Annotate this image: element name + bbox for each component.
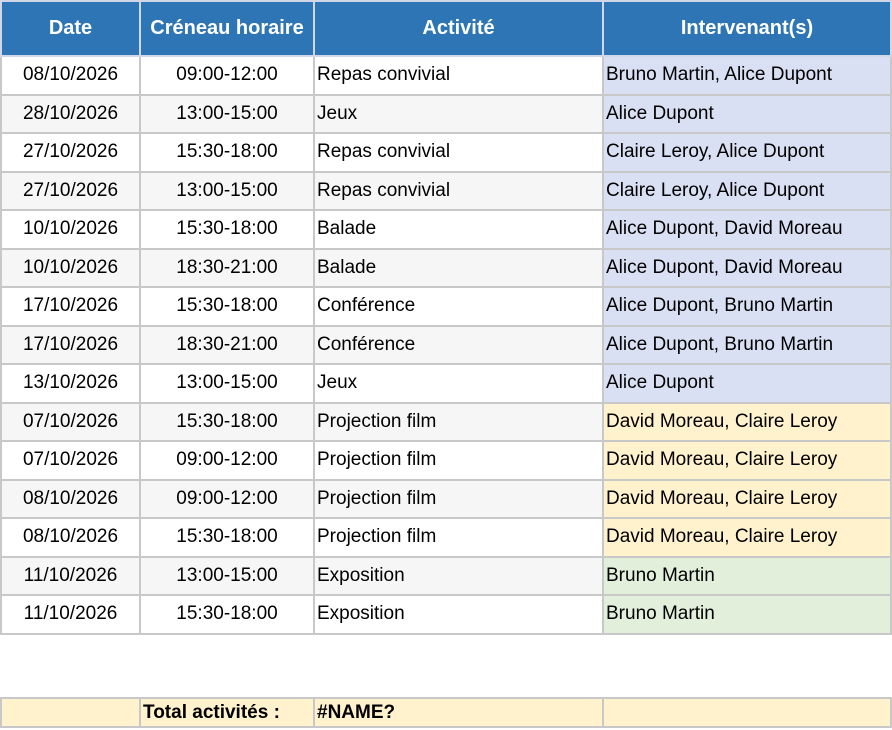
activity-cell[interactable]: Conférence bbox=[313, 286, 604, 327]
slot-cell[interactable]: 18:30-21:00 bbox=[139, 247, 315, 288]
staff-cell[interactable]: Bruno Martin bbox=[602, 594, 892, 635]
slot-cell[interactable]: 15:30-18:00 bbox=[139, 517, 315, 558]
date-cell[interactable]: 08/10/2026 bbox=[0, 478, 141, 519]
table-row: 28/10/2026 13:00-15:00 Jeux Alice Dupont bbox=[0, 93, 892, 134]
staff-cell[interactable]: Alice Dupont, David Moreau bbox=[602, 247, 892, 288]
slot-cell[interactable]: 09:00-12:00 bbox=[139, 478, 315, 519]
table-row: 11/10/2026 13:00-15:00 Exposition Bruno Mar… bbox=[0, 555, 892, 596]
table-row: 08/10/2026 15:30-18:00 Projection film Davi… bbox=[0, 517, 892, 558]
slot-cell[interactable]: 13:00-15:00 bbox=[139, 555, 315, 596]
date-cell[interactable]: 11/10/2026 bbox=[0, 555, 141, 596]
slot-cell[interactable]: 15:30-18:00 bbox=[139, 286, 315, 327]
activity-cell[interactable]: Balade bbox=[313, 247, 604, 288]
total-empty-cell[interactable] bbox=[0, 697, 141, 728]
date-cell[interactable]: 10/10/2026 bbox=[0, 247, 141, 288]
table-row: 08/10/2026 09:00-12:00 Projection film Davi… bbox=[0, 478, 892, 519]
slot-cell[interactable]: 13:00-15:00 bbox=[139, 170, 315, 211]
staff-cell[interactable]: Alice Dupont, Bruno Martin bbox=[602, 286, 892, 327]
staff-cell[interactable]: Claire Leroy, Alice Dupont bbox=[602, 170, 892, 211]
date-cell[interactable]: 11/10/2026 bbox=[0, 594, 141, 635]
slot-cell[interactable]: 15:30-18:00 bbox=[139, 594, 315, 635]
header-staff[interactable]: Intervenant(s) bbox=[602, 0, 892, 57]
date-cell[interactable]: 07/10/2026 bbox=[0, 401, 141, 442]
staff-cell[interactable]: Bruno Martin, Alice Dupont bbox=[602, 55, 892, 96]
date-cell[interactable]: 27/10/2026 bbox=[0, 170, 141, 211]
staff-cell[interactable]: Alice Dupont, David Moreau bbox=[602, 209, 892, 250]
total-row: Total activités : #NAME? bbox=[0, 697, 892, 728]
slot-cell[interactable]: 15:30-18:00 bbox=[139, 209, 315, 250]
activity-cell[interactable]: Projection film bbox=[313, 440, 604, 481]
table-row: 17/10/2026 18:30-21:00 Conférence Alice Dup… bbox=[0, 324, 892, 365]
date-cell[interactable]: 13/10/2026 bbox=[0, 363, 141, 404]
staff-cell[interactable]: Alice Dupont bbox=[602, 93, 892, 134]
total-value[interactable]: #NAME? bbox=[313, 697, 604, 728]
date-cell[interactable]: 28/10/2026 bbox=[0, 93, 141, 134]
activity-cell[interactable]: Repas convivial bbox=[313, 55, 604, 96]
activity-cell[interactable]: Balade bbox=[313, 209, 604, 250]
total-table: Total activités : #NAME? bbox=[0, 697, 892, 728]
table-row: 27/10/2026 13:00-15:00 Repas convivial Clai… bbox=[0, 170, 892, 211]
activity-cell[interactable]: Conférence bbox=[313, 324, 604, 365]
slot-cell[interactable]: 09:00-12:00 bbox=[139, 55, 315, 96]
slot-cell[interactable]: 18:30-21:00 bbox=[139, 324, 315, 365]
date-cell[interactable]: 17/10/2026 bbox=[0, 286, 141, 327]
slot-cell[interactable]: 13:00-15:00 bbox=[139, 363, 315, 404]
date-cell[interactable]: 17/10/2026 bbox=[0, 324, 141, 365]
total-label[interactable]: Total activités : bbox=[139, 697, 315, 728]
table-row: 17/10/2026 15:30-18:00 Conférence Alice Dup… bbox=[0, 286, 892, 327]
activity-cell[interactable]: Repas convivial bbox=[313, 170, 604, 211]
slot-cell[interactable]: 15:30-18:00 bbox=[139, 132, 315, 173]
staff-cell[interactable]: Alice Dupont, Bruno Martin bbox=[602, 324, 892, 365]
staff-cell[interactable]: Claire Leroy, Alice Dupont bbox=[602, 132, 892, 173]
table-row: 10/10/2026 15:30-18:00 Balade Alice Dupont,… bbox=[0, 209, 892, 250]
staff-cell[interactable]: Bruno Martin bbox=[602, 555, 892, 596]
table-row: 13/10/2026 13:00-15:00 Jeux Alice Dupont bbox=[0, 363, 892, 404]
staff-cell[interactable]: David Moreau, Claire Leroy bbox=[602, 517, 892, 558]
table-row: 07/10/2026 15:30-18:00 Projection film Davi… bbox=[0, 401, 892, 442]
table-row: 07/10/2026 09:00-12:00 Projection film Davi… bbox=[0, 440, 892, 481]
activity-cell[interactable]: Exposition bbox=[313, 594, 604, 635]
staff-cell[interactable]: David Moreau, Claire Leroy bbox=[602, 440, 892, 481]
staff-cell[interactable]: Alice Dupont bbox=[602, 363, 892, 404]
table-row: 08/10/2026 09:00-12:00 Repas convivial Brun… bbox=[0, 55, 892, 96]
header-date[interactable]: Date bbox=[0, 0, 141, 57]
activity-cell[interactable]: Projection film bbox=[313, 478, 604, 519]
date-cell[interactable]: 10/10/2026 bbox=[0, 209, 141, 250]
date-cell[interactable]: 27/10/2026 bbox=[0, 132, 141, 173]
date-cell[interactable]: 08/10/2026 bbox=[0, 55, 141, 96]
slot-cell[interactable]: 13:00-15:00 bbox=[139, 93, 315, 134]
table-row: 27/10/2026 15:30-18:00 Repas convivial Clai… bbox=[0, 132, 892, 173]
slot-cell[interactable]: 15:30-18:00 bbox=[139, 401, 315, 442]
total-empty-cell[interactable] bbox=[602, 697, 892, 728]
header-activity[interactable]: Activité bbox=[313, 0, 604, 57]
header-slot[interactable]: Créneau horaire bbox=[139, 0, 315, 57]
slot-cell[interactable]: 09:00-12:00 bbox=[139, 440, 315, 481]
table-row: 10/10/2026 18:30-21:00 Balade Alice Dupont,… bbox=[0, 247, 892, 288]
activity-cell[interactable]: Jeux bbox=[313, 93, 604, 134]
activity-cell[interactable]: Projection film bbox=[313, 401, 604, 442]
activity-cell[interactable]: Exposition bbox=[313, 555, 604, 596]
date-cell[interactable]: 07/10/2026 bbox=[0, 440, 141, 481]
staff-cell[interactable]: David Moreau, Claire Leroy bbox=[602, 478, 892, 519]
staff-cell[interactable]: David Moreau, Claire Leroy bbox=[602, 401, 892, 442]
table-row: 11/10/2026 15:30-18:00 Exposition Bruno Mar… bbox=[0, 594, 892, 635]
activity-cell[interactable]: Projection film bbox=[313, 517, 604, 558]
activity-cell[interactable]: Jeux bbox=[313, 363, 604, 404]
activity-cell[interactable]: Repas convivial bbox=[313, 132, 604, 173]
header-row: Date Créneau horaire Activité Intervenan… bbox=[0, 0, 892, 57]
date-cell[interactable]: 08/10/2026 bbox=[0, 517, 141, 558]
schedule-table: Date Créneau horaire Activité Intervenan… bbox=[0, 0, 892, 635]
